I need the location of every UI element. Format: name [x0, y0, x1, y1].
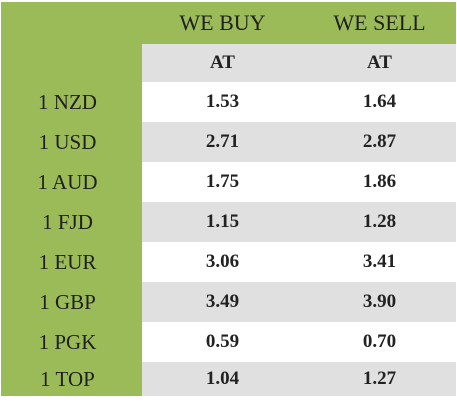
table-header-row: WE BUY WE SELL	[1, 2, 456, 44]
sell-rate: 3.41	[303, 242, 456, 282]
subheader-corner-cell	[1, 44, 142, 82]
buy-rate: 2.71	[142, 122, 303, 162]
table-row: 1 EUR 3.06 3.41	[1, 242, 456, 282]
sell-rate: 1.27	[303, 362, 456, 396]
buy-rate: 3.49	[142, 282, 303, 322]
buy-rate: 1.15	[142, 202, 303, 242]
table-row: 1 USD 2.71 2.87	[1, 122, 456, 162]
buy-rate: 1.75	[142, 162, 303, 202]
currency-label: 1 AUD	[1, 162, 142, 202]
buy-at-label: AT	[142, 44, 303, 82]
sell-rate: 0.70	[303, 322, 456, 362]
buy-rate: 1.04	[142, 362, 303, 396]
we-sell-header: WE SELL	[303, 2, 456, 44]
table-row: 1 TOP 1.04 1.27	[1, 362, 456, 396]
sell-rate: 1.28	[303, 202, 456, 242]
sell-at-label: AT	[303, 44, 456, 82]
sell-rate: 1.86	[303, 162, 456, 202]
table-row: 1 GBP 3.49 3.90	[1, 282, 456, 322]
table-row: 1 PGK 0.59 0.70	[1, 322, 456, 362]
sell-rate: 3.90	[303, 282, 456, 322]
table-row: 1 FJD 1.15 1.28	[1, 202, 456, 242]
currency-label: 1 GBP	[1, 282, 142, 322]
sell-rate: 2.87	[303, 122, 456, 162]
currency-label: 1 USD	[1, 122, 142, 162]
currency-label: 1 EUR	[1, 242, 142, 282]
currency-label: 1 TOP	[1, 362, 142, 396]
table-row: 1 NZD 1.53 1.64	[1, 82, 456, 122]
currency-label: 1 NZD	[1, 82, 142, 122]
buy-rate: 0.59	[142, 322, 303, 362]
we-buy-header: WE BUY	[142, 2, 303, 44]
currency-label: 1 PGK	[1, 322, 142, 362]
sell-rate: 1.64	[303, 82, 456, 122]
exchange-rate-table: WE BUY WE SELL AT AT 1 NZD 1.53 1.64 1 U…	[1, 2, 456, 396]
header-corner-cell	[1, 2, 142, 44]
table-row: 1 AUD 1.75 1.86	[1, 162, 456, 202]
buy-rate: 3.06	[142, 242, 303, 282]
buy-rate: 1.53	[142, 82, 303, 122]
currency-label: 1 FJD	[1, 202, 142, 242]
table-subheader-row: AT AT	[1, 44, 456, 82]
